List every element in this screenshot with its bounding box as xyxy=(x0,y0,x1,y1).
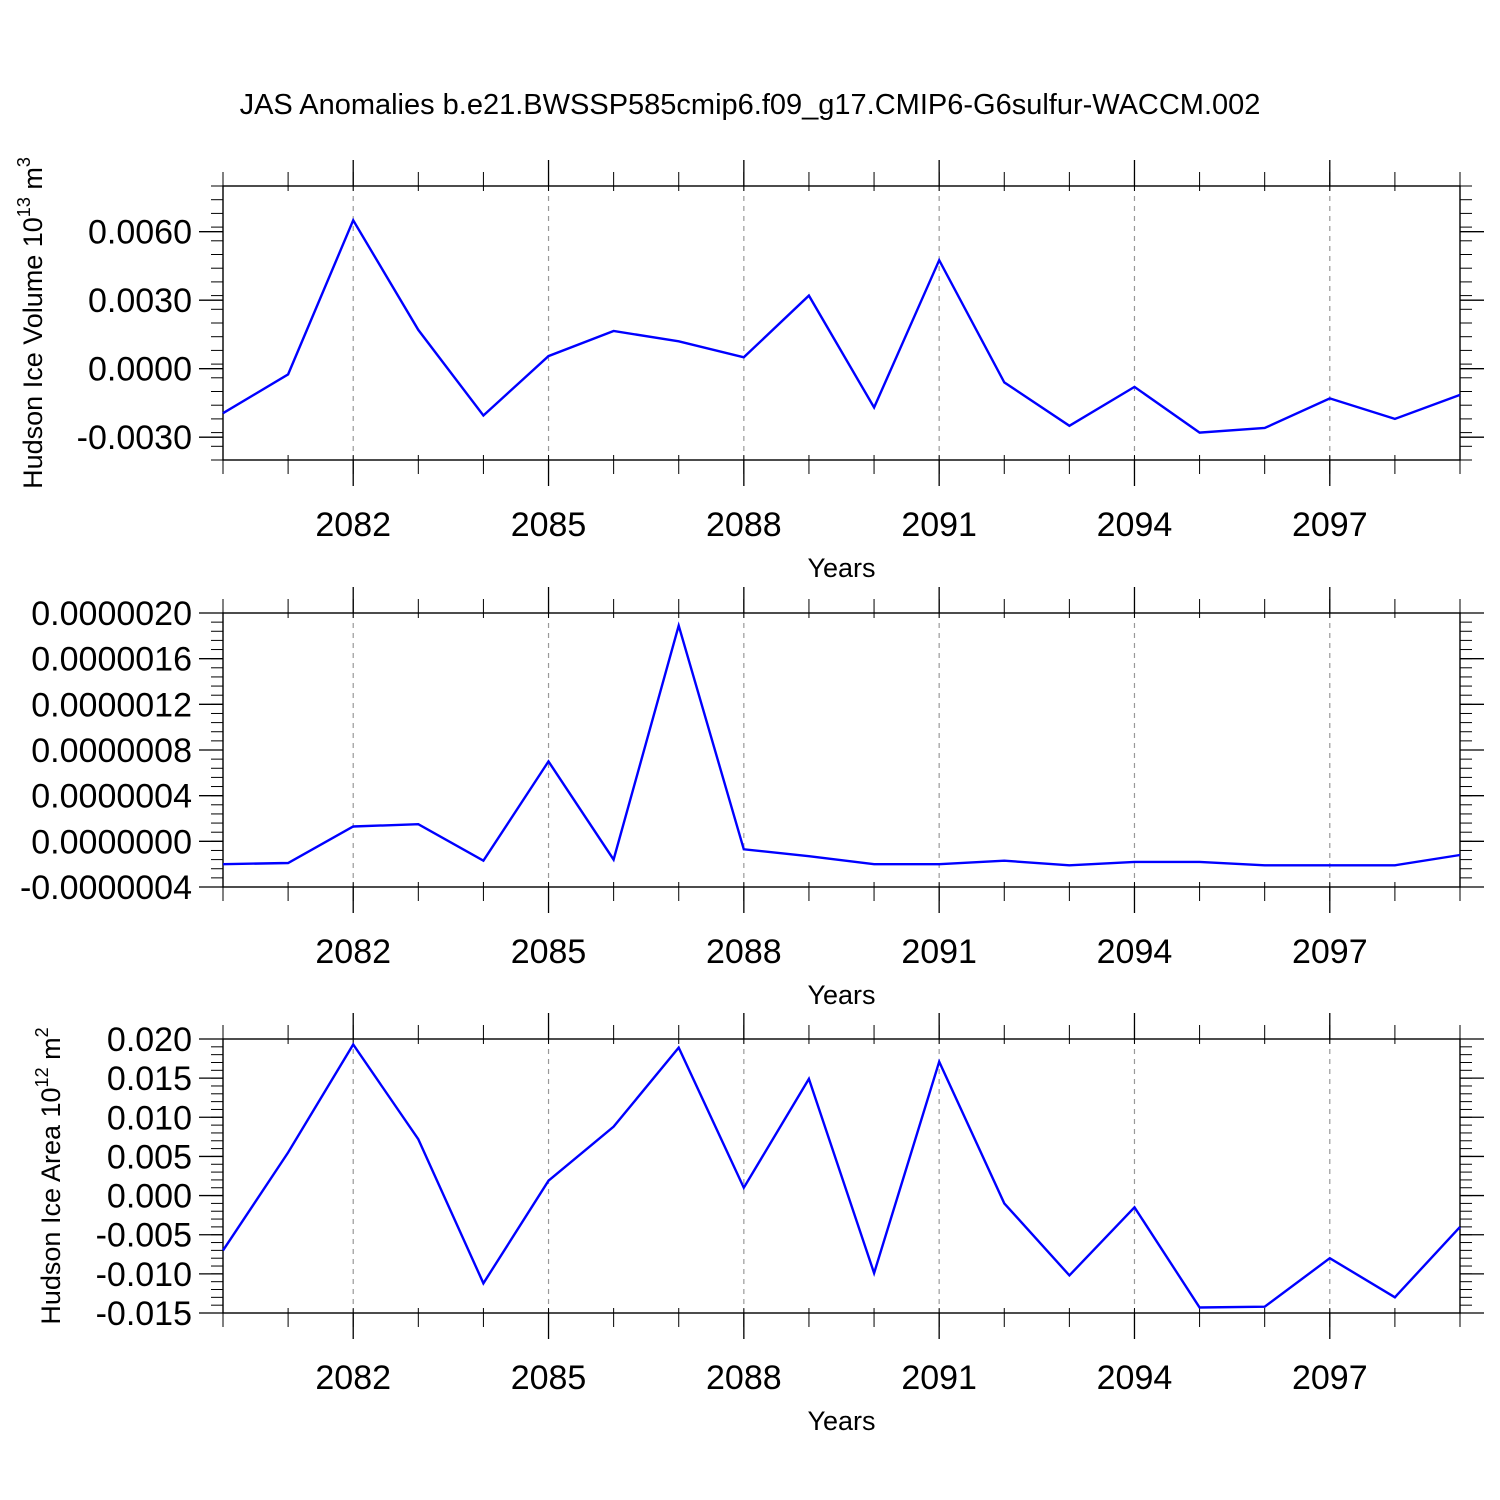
series-line xyxy=(222,621,1461,867)
x-axis-title: Years xyxy=(807,1406,875,1436)
y-tick-label: 0.0000020 xyxy=(31,595,192,633)
x-axis-title: Years xyxy=(807,980,875,1010)
y-axis-title: Hudson Ice Volume 1013 m3 xyxy=(14,157,48,489)
y-tick-label: 0.0000008 xyxy=(31,732,192,770)
y-tick-label: -0.0030 xyxy=(77,419,192,457)
y-tick-label: 0.0000016 xyxy=(31,641,192,679)
x-tick-label: 2085 xyxy=(511,933,587,971)
y-tick-label: 0.020 xyxy=(107,1021,192,1059)
y-tick-label: 0.0030 xyxy=(88,282,192,320)
x-tick-label: 2094 xyxy=(1097,1359,1173,1397)
y-tick-label: 0.010 xyxy=(107,1099,192,1137)
y-tick-label: 0.015 xyxy=(107,1060,192,1098)
y-axis-title: Hudson Ice Area 1012 m2 xyxy=(32,1027,66,1324)
x-axis-title: Years xyxy=(807,553,875,583)
x-tick-label: 2082 xyxy=(315,933,391,971)
y-tick-label: -0.0000004 xyxy=(20,869,192,907)
volume-panel: -0.0030 0.0000 0.0030 0.0060 2082 2085 2088 209… xyxy=(14,157,1484,583)
x-tick-label: 2097 xyxy=(1292,1359,1368,1397)
y-tick-label: -0.015 xyxy=(96,1295,192,1333)
x-tick-label: 2082 xyxy=(315,506,391,544)
x-tick-label: 2088 xyxy=(706,506,782,544)
y-tick-label: -0.005 xyxy=(96,1217,192,1255)
x-tick-label: 2082 xyxy=(315,1359,391,1397)
area-panel: -0.015-0.010-0.0050.0000.0050.0100.0150.… xyxy=(32,1013,1484,1436)
y-tick-label: -0.010 xyxy=(96,1256,192,1294)
series-line xyxy=(222,1042,1461,1309)
y-tick-label: 0.005 xyxy=(107,1138,192,1176)
x-tick-label: 2097 xyxy=(1292,933,1368,971)
small-anomaly-panel: -0.0000004 0.0000000 0.0000004 0.0000008 0.0… xyxy=(20,587,1484,1010)
y-tick-label: 0.0000000 xyxy=(31,823,192,861)
x-tick-label: 2091 xyxy=(901,933,977,971)
series-line xyxy=(222,217,1461,434)
x-tick-label: 2091 xyxy=(901,1359,977,1397)
plot-frame xyxy=(222,612,1461,888)
figure-title: JAS Anomalies b.e21.BWSSP585cmip6.f09_g1… xyxy=(240,89,1261,121)
x-tick-label: 2088 xyxy=(706,933,782,971)
plot-frame xyxy=(222,185,1461,461)
y-tick-label: 0.0060 xyxy=(88,214,192,252)
x-tick-label: 2094 xyxy=(1097,933,1173,971)
x-tick-label: 2085 xyxy=(511,1359,587,1397)
y-tick-label: 0.000 xyxy=(107,1178,192,1216)
x-tick-label: 2097 xyxy=(1292,506,1368,544)
x-tick-label: 2085 xyxy=(511,506,587,544)
x-tick-label: 2091 xyxy=(901,506,977,544)
y-tick-label: 0.0000012 xyxy=(31,686,192,724)
x-tick-label: 2088 xyxy=(706,1359,782,1397)
y-tick-label: 0.0000004 xyxy=(31,778,192,816)
plot-frame xyxy=(222,1038,1461,1314)
x-tick-label: 2094 xyxy=(1097,506,1173,544)
y-tick-label: 0.0000 xyxy=(88,351,192,389)
